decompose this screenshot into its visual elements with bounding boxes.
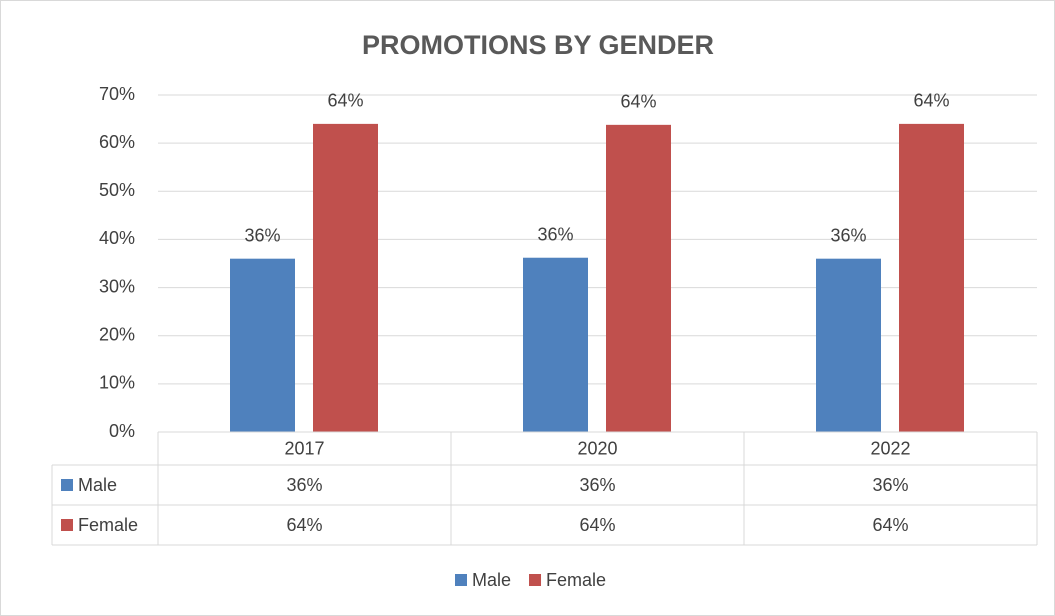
bar [816,258,881,432]
y-tick-label: 60% [99,132,135,152]
table-row-label: Female [78,515,138,535]
legend-label: Male [472,570,511,590]
table-cell: 36% [286,475,322,495]
y-tick-label: 30% [99,276,135,296]
legend-label: Female [546,570,606,590]
data-label: 36% [244,225,280,245]
y-tick-label: 70% [99,84,135,104]
bar [313,123,378,432]
bar [523,257,588,432]
table-legend-key [61,519,73,531]
x-tick-label: 2017 [284,438,324,458]
data-label: 64% [913,91,949,111]
legend-key [529,574,542,586]
y-tick-label: 50% [99,180,135,200]
data-label: 64% [620,92,656,112]
x-tick-label: 2022 [870,438,910,458]
bar [606,124,671,432]
table-cell: 64% [872,515,908,535]
table-cell: 36% [872,475,908,495]
data-label: 36% [830,225,866,245]
y-tick-label: 40% [99,228,135,248]
x-tick-label: 2020 [577,438,617,458]
y-tick-label: 0% [109,421,135,441]
y-tick-label: 20% [99,324,135,344]
table-legend-key [61,479,73,491]
data-label: 64% [327,91,363,111]
data-label: 36% [537,224,573,244]
bar [230,258,295,432]
legend-key [455,574,467,586]
bar [899,123,964,432]
table-cell: 36% [579,475,615,495]
table-cell: 64% [286,515,322,535]
table-cell: 64% [579,515,615,535]
y-tick-label: 10% [99,373,135,393]
table-row-label: Male [78,475,117,495]
chart-title: PROMOTIONS BY GENDER [362,30,714,60]
